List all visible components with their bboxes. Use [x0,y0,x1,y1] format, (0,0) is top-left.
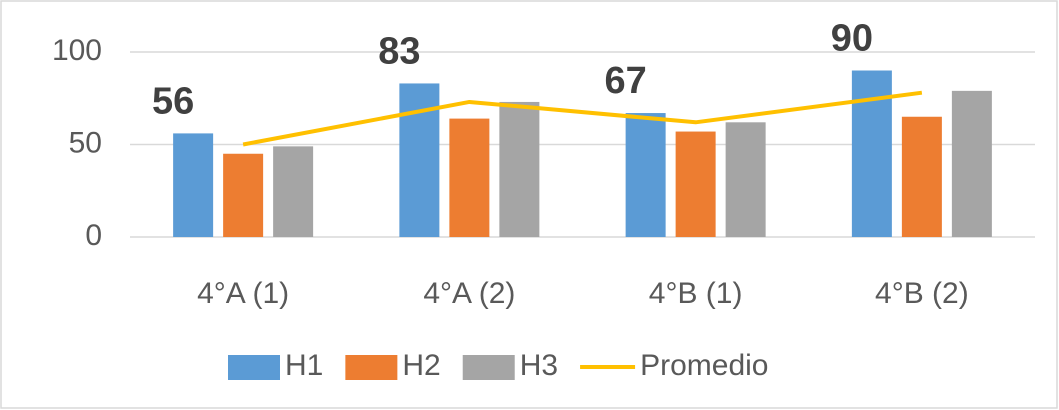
line [242,90,923,147]
legend-label: H3 [520,349,558,382]
bar [173,133,214,237]
x-tick-label: 4°A (1) [197,277,289,310]
y-tick-label: 50 [69,126,102,159]
bar [725,122,766,237]
x-tick-label: 4°B (2) [875,277,969,310]
legend-swatch [228,355,280,380]
data-label: 56 [152,80,194,122]
legend-label: H2 [402,349,440,382]
legend-label: Promedio [640,349,768,382]
data-label: 90 [831,18,873,60]
legend-label: H1 [285,349,323,382]
bar [675,131,716,237]
bar [499,101,540,237]
bar [223,153,264,237]
bar [625,113,666,237]
bar [951,90,992,237]
legend-swatch [345,355,398,380]
bar [399,83,440,237]
data-label: 83 [378,30,420,72]
x-tick-label: 4°B (1) [649,277,743,310]
y-tick-label: 100 [52,34,102,67]
bar [449,118,490,237]
legend-swatch [462,355,515,380]
x-tick-label: 4°A (2) [423,277,515,310]
y-tick-label: 0 [85,219,102,252]
data-label: 67 [604,60,646,102]
bar [273,146,314,237]
bar [901,116,942,237]
